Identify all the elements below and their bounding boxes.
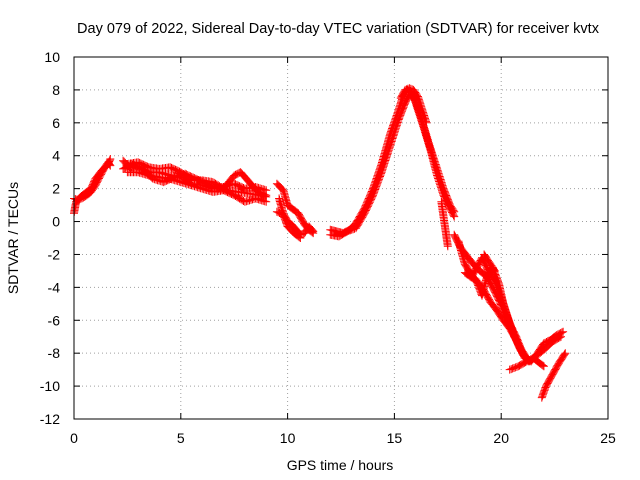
data-point xyxy=(482,253,491,262)
y-tick-label: 0 xyxy=(52,214,60,230)
y-tick-label: 8 xyxy=(52,82,60,98)
y-tick-label: -10 xyxy=(40,378,60,394)
data-point xyxy=(105,160,114,169)
y-tick-label: 6 xyxy=(52,115,60,131)
data-point xyxy=(557,328,566,337)
y-tick-label: -8 xyxy=(48,345,61,361)
data-point xyxy=(560,350,569,359)
data-point xyxy=(308,226,317,235)
data-point xyxy=(106,161,115,170)
y-tick-label: -12 xyxy=(40,411,60,427)
data-point xyxy=(561,349,570,358)
x-tick-label: 5 xyxy=(177,430,185,446)
x-tick-label: 0 xyxy=(70,430,78,446)
y-tick-label: -2 xyxy=(48,246,61,262)
y-tick-label: 2 xyxy=(52,181,60,197)
y-tick-label: -6 xyxy=(48,312,61,328)
data-point xyxy=(307,225,316,234)
x-tick-label: 15 xyxy=(387,430,403,446)
data-point xyxy=(538,361,547,370)
x-tick-labels: 0 5 10 15 20 25 xyxy=(70,430,616,446)
y-tick-label: -4 xyxy=(48,279,61,295)
y-tick-labels: -12 -10 -8 -6 -4 -2 0 2 4 6 8 10 xyxy=(40,49,60,427)
data-point xyxy=(449,211,458,220)
plot-frame xyxy=(73,56,609,420)
data-points xyxy=(70,84,570,402)
data-point xyxy=(450,212,459,221)
data-point xyxy=(480,250,489,259)
data-point xyxy=(294,232,303,241)
data-point xyxy=(559,327,568,336)
x-tick-label: 10 xyxy=(280,430,296,446)
data-point xyxy=(443,242,452,251)
y-tick-label: 4 xyxy=(52,148,60,164)
x-tick-label: 20 xyxy=(493,430,509,446)
data-point xyxy=(262,197,271,206)
data-point xyxy=(537,360,546,369)
data-point xyxy=(296,234,305,242)
data-point xyxy=(480,251,489,260)
data-point xyxy=(422,118,431,127)
data-point xyxy=(309,227,318,236)
data-point xyxy=(481,252,490,261)
x-tick-label: 25 xyxy=(600,430,616,446)
data-point xyxy=(295,233,304,242)
y-axis-label: SDTVAR / TECUs xyxy=(5,182,21,294)
chart-title: Day 079 of 2022, Sidereal Day-to-day VTE… xyxy=(77,21,600,37)
data-point xyxy=(539,362,548,371)
x-axis-label: GPS time / hours xyxy=(287,457,394,473)
y-tick-label: 10 xyxy=(44,49,60,65)
grid-lines xyxy=(74,57,608,419)
